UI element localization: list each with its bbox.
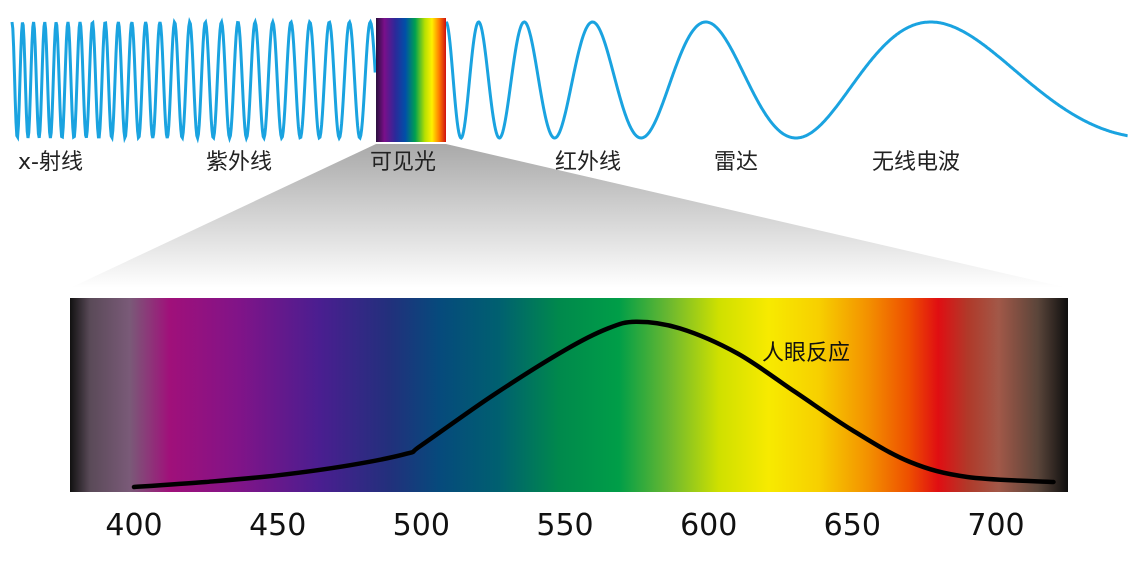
x-tick-label: 700 [967,508,1024,543]
band-label-radar: 雷达 [714,150,758,175]
series-label-eye-response: 人眼反应 [762,341,850,366]
visible-band-mini [376,18,446,142]
band-label-xray: x-射线 [18,150,83,175]
eye-response-curve [131,319,1056,490]
wave-long-wavelength [444,20,1128,140]
x-tick-label: 600 [680,508,737,543]
band-label-infrared: 红外线 [555,150,621,175]
x-axis-ticks: 400 450 500 550 600 650 700 [105,508,1024,543]
wave-strip [10,17,1128,144]
x-tick-label: 650 [824,508,881,543]
x-tick-label: 400 [105,508,162,543]
band-label-uv: 紫外线 [206,150,272,175]
x-tick-label: 550 [536,508,593,543]
x-tick-label: 500 [393,508,450,543]
x-tick-label: 450 [249,508,306,543]
wave-short-wavelength [10,17,377,144]
band-label-radio: 无线电波 [872,150,960,175]
zoom-funnel [70,144,1068,288]
band-label-visible: 可见光 [370,150,436,175]
